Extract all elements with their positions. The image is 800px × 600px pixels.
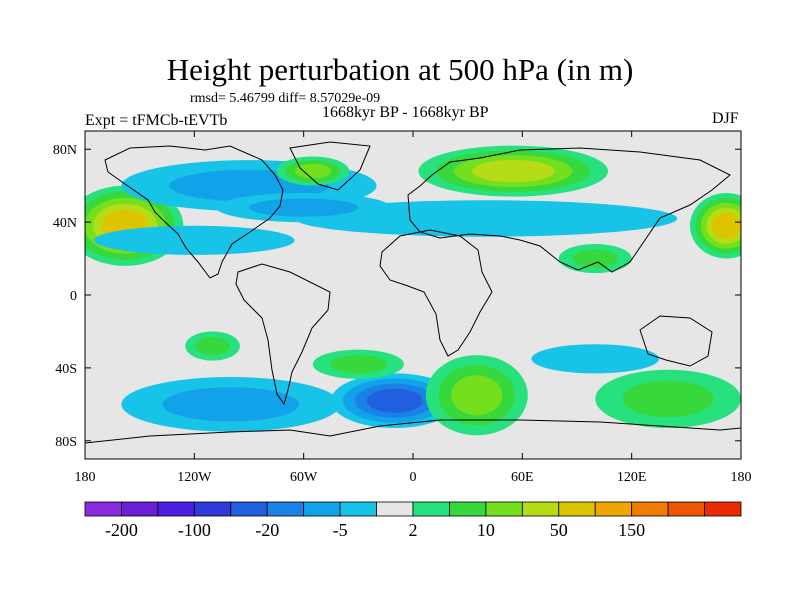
anomaly-8 (121, 377, 341, 432)
anomaly-contour (471, 159, 555, 183)
coastline-north-america (104, 145, 284, 279)
colorbar-swatch (667, 501, 705, 517)
colorbar-swatch (521, 501, 560, 517)
x-tick-label: 120E (617, 470, 647, 485)
colorbar-label: 2 (409, 520, 418, 540)
colorbar-swatch (84, 501, 122, 517)
anomaly-contour (294, 163, 331, 179)
colorbar-label: -100 (178, 520, 211, 540)
experiment-label: Expt = tFMCb-tEVTb (85, 112, 228, 129)
period-label: 1668kyr BP - 1668kyr BP (322, 104, 489, 121)
colorbar-swatch (121, 501, 159, 517)
colorbar-swatch (631, 501, 669, 517)
colorbar-swatch (449, 501, 487, 517)
y-tick-label: 80S (55, 435, 77, 450)
y-axis: 80N 40N 0 40S 80S (53, 143, 741, 450)
anomaly-contour (622, 380, 714, 418)
y-tick-label: 40N (53, 216, 77, 231)
colorbar-label: -200 (105, 520, 138, 540)
colorbar-label: -5 (333, 520, 348, 540)
x-tick-label: 180 (75, 470, 96, 485)
anomaly-contour (531, 344, 659, 374)
colorbar-swatch (193, 501, 232, 517)
y-tick-label: 80N (53, 143, 77, 158)
coastline-australia (639, 315, 713, 367)
colorbar-swatch (303, 501, 341, 517)
coastline-eurasia (407, 147, 731, 273)
x-tick-label: 60W (290, 470, 318, 485)
anomaly-10 (425, 355, 528, 436)
anomaly-contour (94, 225, 295, 255)
x-tick-label: 0 (410, 470, 417, 485)
colorbar-swatch (594, 501, 633, 517)
anomaly-5 (216, 192, 392, 223)
anomaly-1 (418, 145, 608, 197)
coastline-greenland (289, 141, 371, 191)
season-label: DJF (712, 110, 739, 127)
colorbar-label: -20 (255, 520, 279, 540)
colorbar-swatch (704, 501, 742, 517)
anomaly-14 (185, 331, 240, 361)
anomaly-12 (531, 344, 659, 374)
colorbar-swatch (412, 501, 450, 517)
anomaly-contour (248, 198, 359, 217)
colorbar-swatch (339, 501, 377, 517)
anomaly-15 (558, 243, 632, 274)
anomaly-contour (451, 375, 503, 416)
anomaly-2 (689, 192, 741, 259)
y-tick-label: 0 (70, 289, 77, 304)
colorbar-label: 10 (477, 520, 495, 540)
x-tick-label: 180 (731, 470, 752, 485)
x-tick-label: 60E (511, 470, 534, 485)
coastline-south-america (235, 263, 331, 406)
chart-title: Height perturbation at 500 hPa (in m) (166, 52, 634, 87)
colorbar-label: 50 (550, 520, 568, 540)
anomaly-13 (312, 349, 404, 379)
anomaly-7 (276, 156, 350, 186)
anomaly-6 (94, 225, 295, 255)
colorbar-swatch (485, 501, 523, 517)
colorbar-label: 150 (618, 520, 645, 540)
anomaly-contour (366, 388, 423, 413)
colorbar-swatch (230, 501, 268, 517)
coastline-antarctica (85, 419, 741, 444)
anomaly-contour (162, 387, 300, 422)
anomaly-field (85, 145, 741, 436)
coastline-africa (379, 229, 493, 357)
x-axis: 180 120W 60W 0 60E 120E 180 (75, 131, 752, 485)
anomaly-11 (595, 369, 741, 429)
chart-subtitle: rmsd= 5.46799 diff= 8.57029e-09 (190, 91, 381, 106)
anomaly-contour (329, 355, 387, 374)
colorbar-swatch (376, 501, 414, 517)
x-tick-label: 120W (177, 470, 212, 485)
anomaly-contour (711, 212, 741, 239)
coastlines (85, 141, 741, 444)
anomaly-9 (331, 373, 459, 429)
anomaly-contour (195, 336, 230, 356)
anomaly-contour (572, 249, 618, 268)
colorbar-swatch (157, 501, 195, 517)
colorbar-swatch (558, 501, 596, 517)
colorbar: -200 -100 -20 -5 2 10 50 150 (84, 501, 742, 540)
y-tick-label: 40S (55, 362, 77, 377)
colorbar-swatch (266, 501, 305, 517)
